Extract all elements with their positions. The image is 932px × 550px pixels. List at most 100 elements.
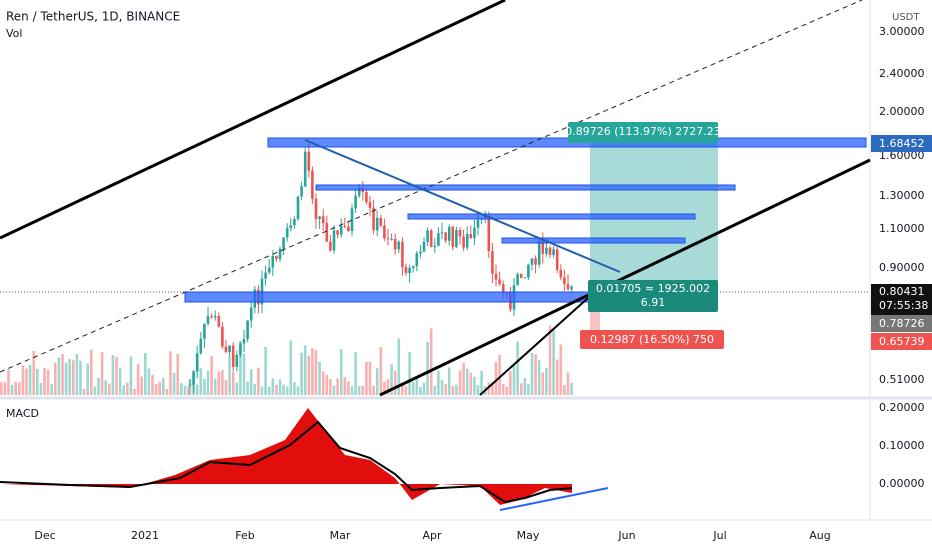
candle (429, 230, 433, 248)
volume-bar (36, 368, 39, 395)
candle (321, 216, 325, 224)
volume-bar (147, 368, 151, 395)
price-axis-label: 3.00000 (879, 25, 925, 38)
candle (563, 277, 566, 285)
candle (570, 286, 573, 290)
volume-bar (162, 378, 165, 395)
volume-bar (498, 355, 501, 395)
volume-bar (14, 381, 17, 395)
candle (415, 253, 419, 267)
volume-bar (393, 370, 397, 395)
volume-bar (25, 368, 28, 395)
volume-bar (314, 350, 318, 395)
time-axis-label: 2021 (131, 529, 159, 542)
candle (300, 186, 303, 197)
volume-bar (433, 385, 437, 395)
zone (267, 137, 867, 148)
volume-bar (329, 379, 332, 395)
volume-bar (32, 350, 35, 395)
volume-bar (537, 360, 541, 395)
macd-pane (0, 408, 573, 505)
volume-bar (75, 354, 79, 395)
candle (303, 151, 307, 187)
candle (455, 229, 458, 247)
volume-bar (86, 363, 89, 395)
candle (404, 266, 408, 273)
zone (407, 213, 696, 220)
candle (545, 247, 548, 254)
volume-bar (3, 382, 7, 395)
volume-bar (444, 384, 447, 395)
volume-bar (235, 382, 239, 395)
candle (566, 284, 570, 290)
candle (541, 240, 545, 254)
candle (501, 284, 505, 294)
volume-bar (242, 353, 246, 395)
price-axis-label: 1.30000 (879, 189, 925, 202)
volume-bar (527, 383, 530, 395)
volume-bar (46, 369, 50, 395)
volume-bar (57, 357, 61, 395)
candle (217, 315, 221, 327)
candle (231, 345, 235, 367)
signal-line (0, 420, 573, 504)
volume-bar (176, 354, 179, 395)
candle (534, 258, 537, 265)
candle (296, 196, 300, 220)
price-tag-text: 0.65739 (879, 335, 925, 348)
time-axis-label: Aug (809, 529, 830, 542)
candle (451, 226, 455, 247)
loss-label-box (580, 330, 724, 349)
volume-bar (253, 384, 257, 395)
volume-bar (491, 382, 494, 395)
volume-bar (21, 365, 25, 395)
volume-bar (401, 384, 404, 395)
volume-bar (519, 383, 523, 395)
volume-bar (133, 388, 136, 395)
volume-bar (293, 382, 296, 395)
volume-bar (224, 379, 228, 395)
volume-bar (118, 367, 122, 395)
volume-bar (379, 347, 383, 395)
price-tag-text: 0.78726 (879, 317, 925, 330)
volume-bar (357, 386, 361, 395)
volume-bar (437, 370, 440, 395)
candle (314, 198, 318, 220)
volume-bar (397, 338, 401, 395)
volume-bar (54, 362, 57, 395)
macd-label: MACD (6, 407, 39, 420)
candle (242, 338, 246, 344)
volume-bar (285, 386, 289, 395)
volume-bar (267, 386, 271, 395)
price-tag (871, 135, 932, 152)
volume-bar (300, 352, 303, 395)
candle (530, 258, 534, 265)
candle (199, 338, 203, 354)
volume-bar (7, 369, 10, 395)
volume-bar (455, 384, 458, 395)
volume-bar (336, 378, 339, 395)
volume-bar (257, 367, 260, 395)
volume-bar (451, 386, 455, 395)
candle (437, 233, 440, 246)
volume-bar (440, 380, 444, 395)
candle (494, 273, 498, 280)
volume-bar (0, 382, 3, 395)
candle (408, 267, 411, 273)
volume-bar (365, 361, 368, 395)
volume-bar (354, 352, 357, 395)
volume-bar (411, 381, 415, 395)
candle (271, 255, 275, 268)
volume-bar (545, 367, 548, 395)
volume-bar (140, 376, 143, 395)
candle (368, 202, 372, 208)
candle (552, 249, 555, 256)
volume-bar (462, 362, 465, 395)
candle (444, 232, 447, 241)
volume-bar (195, 384, 199, 395)
volume-bar (111, 355, 115, 395)
candle (311, 170, 314, 199)
volume-bar (271, 378, 275, 395)
time-axis-label: Jun (617, 529, 635, 542)
volume-bar (548, 325, 552, 395)
